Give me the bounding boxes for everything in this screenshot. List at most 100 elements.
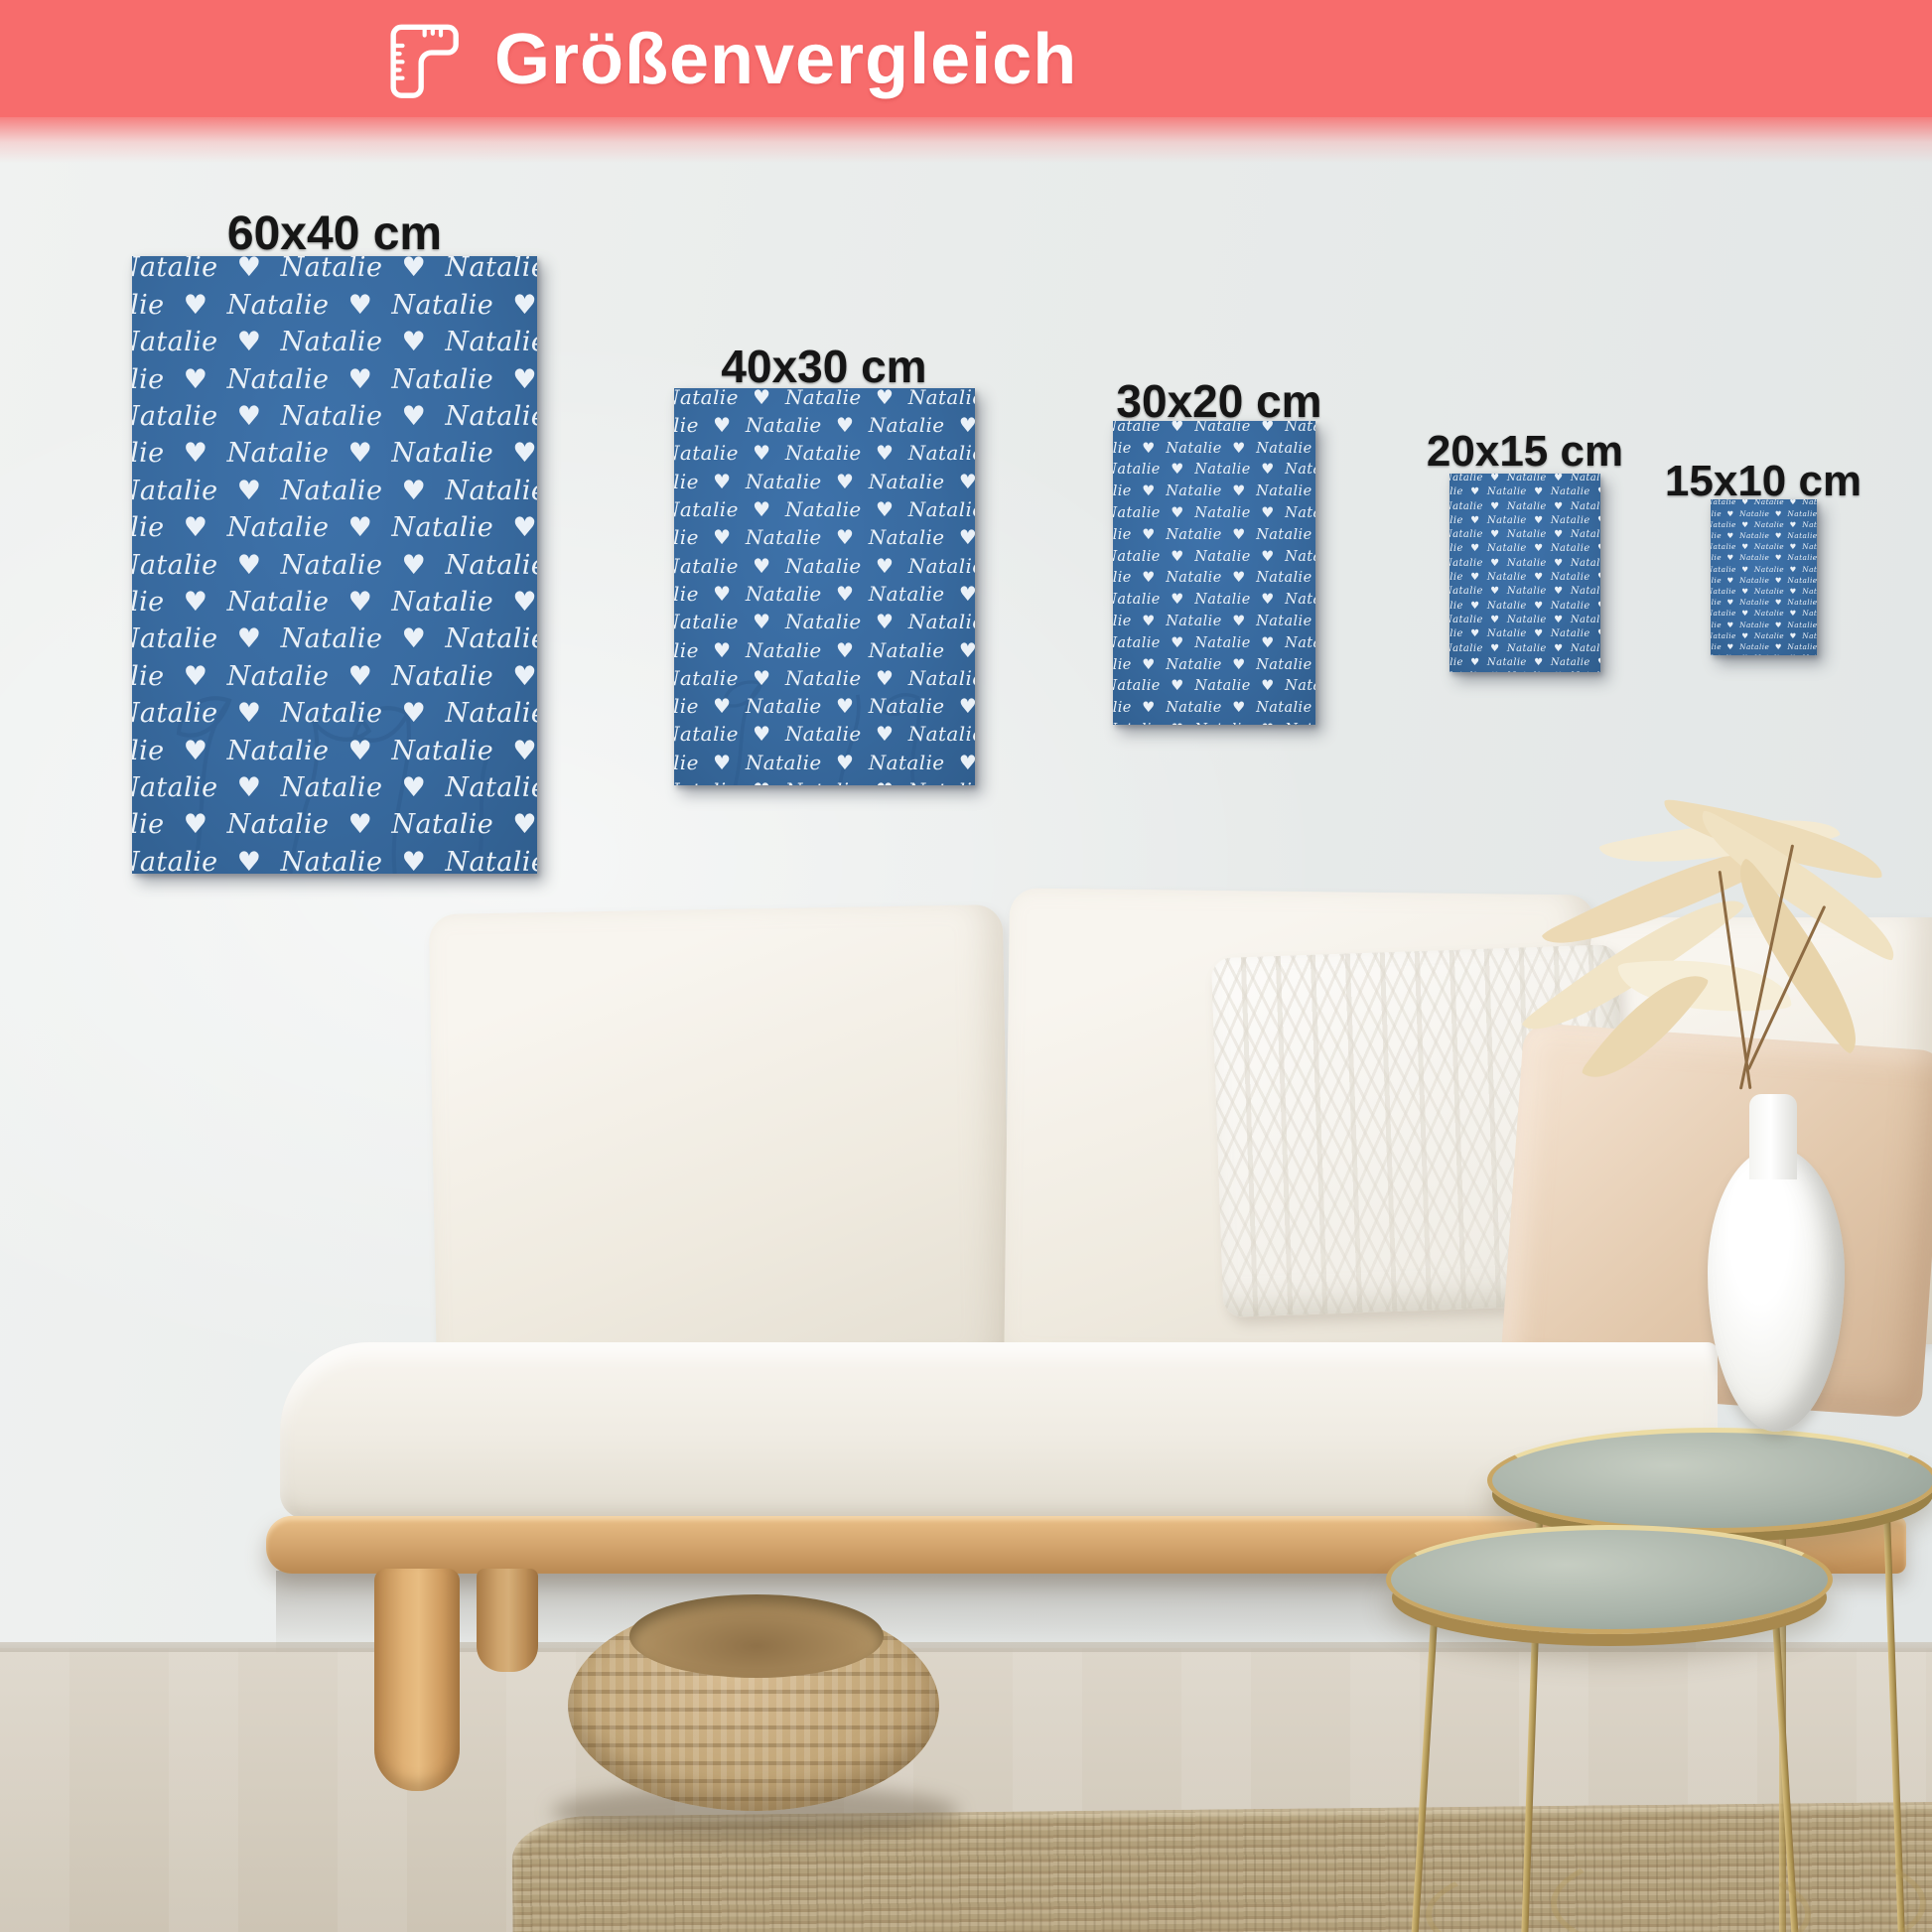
pattern-row: Natalie ♥ Natalie ♥ Natalie ♥ Natalie ♥ … <box>1113 613 1315 629</box>
pattern-row: Natalie ♥ Natalie ♥ Natalie ♥ Natalie ♥ … <box>1113 483 1315 500</box>
pattern-row: Natalie ♥ Natalie ♥ Natalie ♥ Natalie ♥ … <box>132 587 537 618</box>
pattern-row: Natalie ♥ Natalie ♥ Natalie ♥ Natalie ♥ … <box>674 388 975 409</box>
pattern-row: Natalie ♥ Natalie ♥ Natalie ♥ Natalie ♥ … <box>1711 530 1817 540</box>
pattern-row: Natalie ♥ Natalie ♥ Natalie ♥ Natalie ♥ … <box>1711 653 1817 655</box>
poster-canvas-40x30: Natalie ♥ Natalie ♥ Natalie ♥ Natalie ♥ … <box>674 388 975 785</box>
size-label-15x10: 15x10 cm <box>1664 457 1863 505</box>
pattern-row: Natalie ♥ Natalie ♥ Natalie ♥ Natalie ♥ … <box>674 497 975 521</box>
pattern-row: Natalie ♥ Natalie ♥ Natalie ♥ Natalie ♥ … <box>1449 572 1600 583</box>
pattern-row: Natalie ♥ Natalie ♥ Natalie ♥ Natalie ♥ … <box>1711 630 1817 640</box>
pattern-row: Natalie ♥ Natalie ♥ Natalie ♥ Natalie ♥ … <box>1711 542 1817 552</box>
pattern-row: Natalie ♥ Natalie ♥ Natalie ♥ Natalie ♥ … <box>1113 721 1315 725</box>
pattern-row: Natalie ♥ Natalie ♥ Natalie ♥ Natalie ♥ … <box>132 327 537 358</box>
floral-flourish <box>722 680 921 785</box>
pattern-row: Natalie ♥ Natalie ♥ Natalie ♥ Natalie ♥ … <box>1449 514 1600 526</box>
pattern-row: Natalie ♥ Natalie ♥ Natalie ♥ Natalie ♥ … <box>1113 570 1315 587</box>
pattern-row: Natalie ♥ Natalie ♥ Natalie ♥ Natalie ♥ … <box>674 722 975 747</box>
pattern-row: Natalie ♥ Natalie ♥ Natalie ♥ Natalie ♥ … <box>132 660 537 692</box>
header-banner <box>0 0 1932 117</box>
pattern-row: Natalie ♥ Natalie ♥ Natalie ♥ Natalie ♥ … <box>1711 508 1817 518</box>
pattern-row: Natalie ♥ Natalie ♥ Natalie ♥ Natalie ♥ … <box>132 809 537 841</box>
page-title: Größenvergleich <box>494 20 1078 99</box>
pattern-row: Natalie ♥ Natalie ♥ Natalie ♥ Natalie ♥ … <box>674 610 975 634</box>
pattern-row: Natalie ♥ Natalie ♥ Natalie ♥ Natalie ♥ … <box>132 623 537 655</box>
pattern-row: Natalie ♥ Natalie ♥ Natalie ♥ Natalie ♥ … <box>674 441 975 466</box>
pattern-row: Natalie ♥ Natalie ♥ Natalie ♥ Natalie ♥ … <box>1449 670 1600 672</box>
pattern-row: Natalie ♥ Natalie ♥ Natalie ♥ Natalie ♥ … <box>1711 499 1817 507</box>
woven-pouf-top <box>629 1594 884 1678</box>
pattern-row: Natalie ♥ Natalie ♥ Natalie ♥ Natalie ♥ … <box>1711 553 1817 563</box>
sofa-back-cushion-left <box>428 903 1012 1394</box>
pattern-row: Natalie ♥ Natalie ♥ Natalie ♥ Natalie ♥ … <box>1449 614 1600 625</box>
floral-flourish <box>176 695 494 874</box>
pattern-row: Natalie ♥ Natalie ♥ Natalie ♥ Natalie ♥ … <box>1449 586 1600 598</box>
side-table-small-tray <box>1386 1525 1833 1634</box>
ruler-icon <box>390 24 459 98</box>
pattern-row: Natalie ♥ Natalie ♥ Natalie ♥ Natalie ♥ … <box>1711 586 1817 596</box>
header-banner-fade <box>0 117 1932 163</box>
pattern-row: Natalie ♥ Natalie ♥ Natalie ♥ Natalie ♥ … <box>1711 609 1817 619</box>
pattern-row: Natalie ♥ Natalie ♥ Natalie ♥ Natalie ♥ … <box>132 401 537 432</box>
pattern-row: Natalie ♥ Natalie ♥ Natalie ♥ Natalie ♥ … <box>1711 641 1817 651</box>
pattern-row: Natalie ♥ Natalie ♥ Natalie ♥ Natalie ♥ … <box>1711 620 1817 629</box>
pattern-row: Natalie ♥ Natalie ♥ Natalie ♥ Natalie ♥ … <box>132 363 537 395</box>
pattern-row: Natalie ♥ Natalie ♥ Natalie ♥ Natalie ♥ … <box>132 772 537 803</box>
pattern-row: Natalie ♥ Natalie ♥ Natalie ♥ Natalie ♥ … <box>674 637 975 662</box>
pattern-row: Natalie ♥ Natalie ♥ Natalie ♥ Natalie ♥ … <box>1711 519 1817 529</box>
white-vase-neck <box>1749 1094 1797 1179</box>
pattern-row: Natalie ♥ Natalie ♥ Natalie ♥ Natalie ♥ … <box>132 438 537 470</box>
pattern-row: Natalie ♥ Natalie ♥ Natalie ♥ Natalie ♥ … <box>1113 462 1315 479</box>
pattern-row: Natalie ♥ Natalie ♥ Natalie ♥ Natalie ♥ … <box>674 553 975 578</box>
size-label-20x15: 20x15 cm <box>1426 427 1624 476</box>
pattern-row: Natalie ♥ Natalie ♥ Natalie ♥ Natalie ♥ … <box>132 698 537 730</box>
pattern-row: Natalie ♥ Natalie ♥ Natalie ♥ Natalie ♥ … <box>1113 548 1315 565</box>
pattern-row: Natalie ♥ Natalie ♥ Natalie ♥ Natalie ♥ … <box>1711 564 1817 574</box>
poster-canvas-20x15: Natalie ♥ Natalie ♥ Natalie ♥ Natalie ♥ … <box>1449 474 1600 672</box>
pattern-row: Natalie ♥ Natalie ♥ Natalie ♥ Natalie ♥ … <box>132 846 537 874</box>
sofa-leg-back <box>477 1569 538 1672</box>
poster-canvas-15x10: Natalie ♥ Natalie ♥ Natalie ♥ Natalie ♥ … <box>1711 499 1817 655</box>
white-vase <box>1708 1148 1845 1432</box>
pattern-row: Natalie ♥ Natalie ♥ Natalie ♥ Natalie ♥ … <box>1113 592 1315 609</box>
poster-canvas-30x20: Natalie ♥ Natalie ♥ Natalie ♥ Natalie ♥ … <box>1113 421 1315 725</box>
header-content: Größenvergleich <box>385 10 1077 109</box>
pattern-row: Natalie ♥ Natalie ♥ Natalie ♥ Natalie ♥ … <box>1113 504 1315 521</box>
pattern-row: Natalie ♥ Natalie ♥ Natalie ♥ Natalie ♥ … <box>674 665 975 690</box>
baseboard <box>0 1642 1932 1652</box>
pattern-row: Natalie ♥ Natalie ♥ Natalie ♥ Natalie ♥ … <box>1449 600 1600 612</box>
pattern-row: Natalie ♥ Natalie ♥ Natalie ♥ Natalie ♥ … <box>132 475 537 506</box>
pattern-row: Natalie ♥ Natalie ♥ Natalie ♥ Natalie ♥ … <box>132 512 537 544</box>
pattern-row: Natalie ♥ Natalie ♥ Natalie ♥ Natalie ♥ … <box>132 289 537 321</box>
pattern-row: Natalie ♥ Natalie ♥ Natalie ♥ Natalie ♥ … <box>1449 543 1600 555</box>
poster-canvas-60x40: Natalie ♥ Natalie ♥ Natalie ♥ Natalie ♥ … <box>132 256 537 874</box>
size-label-30x20: 30x20 cm <box>1116 375 1322 427</box>
pattern-row: Natalie ♥ Natalie ♥ Natalie ♥ Natalie ♥ … <box>1113 656 1315 673</box>
pattern-row: Natalie ♥ Natalie ♥ Natalie ♥ Natalie ♥ … <box>1113 421 1315 435</box>
pattern-row: Natalie ♥ Natalie ♥ Natalie ♥ Natalie ♥ … <box>1449 486 1600 498</box>
dried-leaves <box>1520 795 1926 1132</box>
pattern-row: Natalie ♥ Natalie ♥ Natalie ♥ Natalie ♥ … <box>1449 656 1600 668</box>
pattern-row: Natalie ♥ Natalie ♥ Natalie ♥ Natalie ♥ … <box>1711 598 1817 608</box>
pattern-row: Natalie ♥ Natalie ♥ Natalie ♥ Natalie ♥ … <box>1113 440 1315 457</box>
pattern-row: Natalie ♥ Natalie ♥ Natalie ♥ Natalie ♥ … <box>1113 634 1315 651</box>
pattern-row: Natalie ♥ Natalie ♥ Natalie ♥ Natalie ♥ … <box>1449 500 1600 512</box>
pattern-row: Natalie ♥ Natalie ♥ Natalie ♥ Natalie ♥ … <box>674 750 975 774</box>
pattern-row: Natalie ♥ Natalie ♥ Natalie ♥ Natalie ♥ … <box>1449 557 1600 569</box>
pattern-row: Natalie ♥ Natalie ♥ Natalie ♥ Natalie ♥ … <box>674 694 975 719</box>
pattern-row: Natalie ♥ Natalie ♥ Natalie ♥ Natalie ♥ … <box>1449 474 1600 483</box>
pattern-row: Natalie ♥ Natalie ♥ Natalie ♥ Natalie ♥ … <box>674 469 975 493</box>
pattern-row: Natalie ♥ Natalie ♥ Natalie ♥ Natalie ♥ … <box>1113 526 1315 543</box>
sofa-leg-front <box>374 1569 460 1791</box>
pattern-row: Natalie ♥ Natalie ♥ Natalie ♥ Natalie ♥ … <box>1449 628 1600 640</box>
sofa-seat-cushion <box>280 1342 1718 1519</box>
pattern-row: Natalie ♥ Natalie ♥ Natalie ♥ Natalie ♥ … <box>1113 700 1315 717</box>
pattern-row: Natalie ♥ Natalie ♥ Natalie ♥ Natalie ♥ … <box>132 735 537 766</box>
pattern-row: Natalie ♥ Natalie ♥ Natalie ♥ Natalie ♥ … <box>1449 529 1600 541</box>
size-label-60x40: 60x40 cm <box>226 207 443 260</box>
pattern-row: Natalie ♥ Natalie ♥ Natalie ♥ Natalie ♥ … <box>1113 678 1315 695</box>
pattern-row: Natalie ♥ Natalie ♥ Natalie ♥ Natalie ♥ … <box>674 525 975 550</box>
pattern-row: Natalie ♥ Natalie ♥ Natalie ♥ Natalie ♥ … <box>674 581 975 606</box>
pattern-row: Natalie ♥ Natalie ♥ Natalie ♥ Natalie ♥ … <box>1449 642 1600 654</box>
pattern-row: Natalie ♥ Natalie ♥ Natalie ♥ Natalie ♥ … <box>132 549 537 581</box>
